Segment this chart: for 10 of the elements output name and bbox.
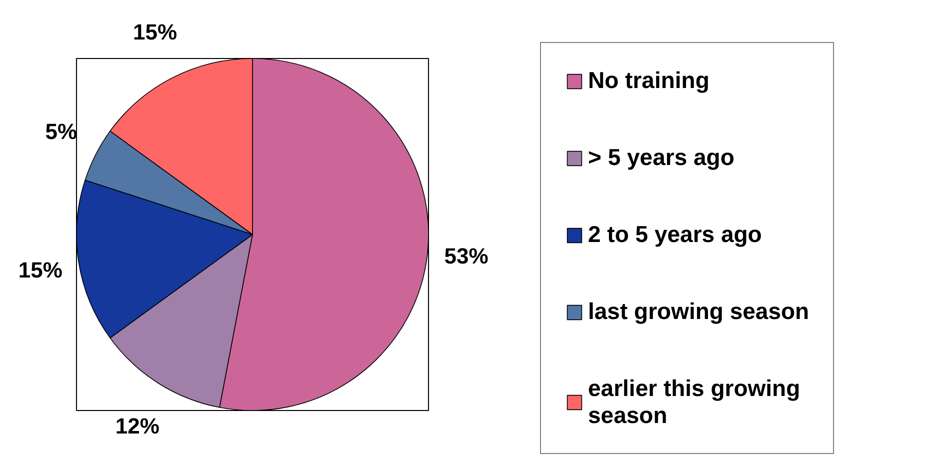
data-label: 5% (45, 118, 78, 144)
data-label: 53% (444, 243, 488, 268)
legend-label: 2 to 5 years ago (588, 221, 762, 248)
legend-label: No training (588, 67, 710, 94)
legend-label: > 5 years ago (588, 144, 734, 171)
data-label: 15% (133, 20, 178, 45)
data-label: 12% (115, 414, 160, 439)
data-label: 15% (18, 258, 62, 283)
legend-label: last growing season (588, 298, 810, 325)
legend-label: earlier this growing season (588, 375, 800, 429)
